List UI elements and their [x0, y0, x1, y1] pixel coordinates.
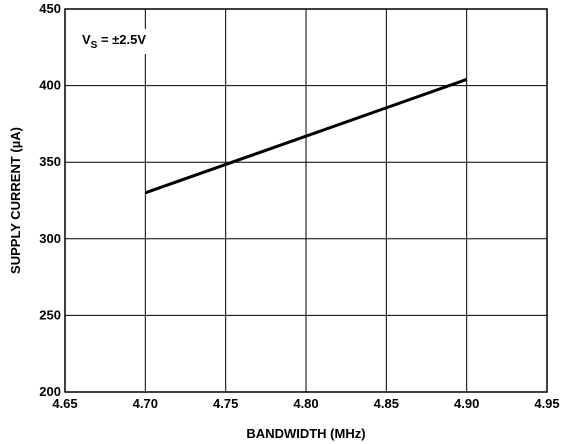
y-tick-label: 450 [39, 1, 61, 16]
y-tick-label: 300 [39, 231, 61, 246]
series-line [144, 78, 468, 195]
annotation-main: V [82, 32, 91, 47]
annotation-background [78, 29, 151, 54]
x-axis-label: BANDWIDTH (MHz) [246, 426, 365, 441]
y-tick-label: 400 [39, 78, 61, 93]
annotation-rest: = ±2.5V [97, 32, 146, 47]
data-series [144, 78, 468, 195]
x-tick-label: 4.85 [374, 396, 399, 411]
annotation-subscript: S [91, 40, 98, 51]
x-tick-label: 4.95 [534, 396, 559, 411]
x-tick-label: 4.65 [52, 396, 77, 411]
y-axis-ticks: 450 400 350 300 250 200 [39, 1, 61, 399]
y-tick-label: 350 [39, 154, 61, 169]
supply-voltage-annotation: VS = ±2.5V [82, 32, 146, 51]
y-tick-label: 200 [39, 384, 61, 399]
y-axis-label: SUPPLY CURRENT (µA) [8, 127, 23, 274]
y-tick-label: 250 [39, 307, 61, 322]
x-tick-label: 4.80 [293, 396, 318, 411]
grid-lines [65, 9, 547, 392]
plot-frame [64, 8, 548, 393]
x-tick-label: 4.70 [133, 396, 158, 411]
x-axis-ticks: 4.65 4.70 4.75 4.80 4.85 4.90 4.95 [52, 396, 559, 411]
x-tick-label: 4.90 [454, 396, 479, 411]
x-tick-label: 4.75 [213, 396, 238, 411]
